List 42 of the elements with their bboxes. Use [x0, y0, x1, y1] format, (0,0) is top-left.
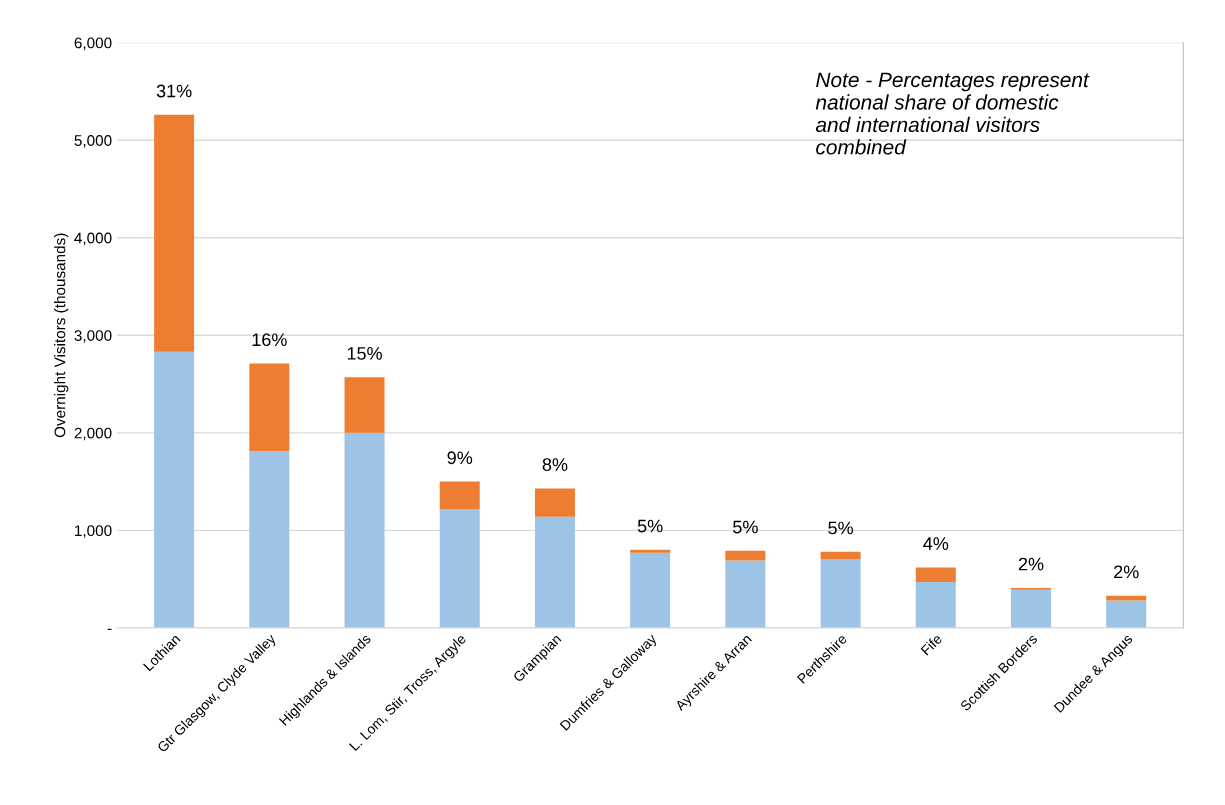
annotation: Note - Percentages represent national share of domestic and international visitors combined [815, 72, 1090, 155]
y-tick-label: 6,000 [74, 37, 112, 51]
bar [249, 451, 290, 628]
bar [725, 550, 766, 561]
bar [439, 481, 480, 509]
annotation: 5% [828, 521, 853, 535]
bar [154, 351, 195, 628]
y-tick-label: 5,000 [74, 135, 112, 148]
y-tick-label: - [107, 628, 112, 630]
y-axis-title: Overnight Visitors (thousands) [54, 233, 69, 438]
bar [249, 363, 290, 452]
bar [439, 508, 480, 628]
annotation: 8% [542, 458, 568, 471]
annotation: 16% [252, 333, 287, 347]
bar [915, 567, 956, 583]
annotation: 9% [447, 451, 473, 465]
bar [154, 114, 195, 352]
bar [630, 549, 671, 553]
y-tick-label: 4,000 [74, 232, 112, 246]
annotation: 5% [637, 519, 663, 533]
annotation: 2% [1114, 565, 1139, 579]
bar [725, 560, 766, 628]
annotation: 4% [923, 537, 949, 550]
bar [1106, 595, 1147, 601]
bar [1011, 589, 1052, 628]
bar [534, 516, 575, 628]
y-tick-label: 3,000 [74, 330, 112, 343]
bar [820, 559, 861, 628]
bar [1106, 600, 1147, 628]
y-tick-label: 1,000 [75, 525, 112, 538]
bar [630, 552, 671, 628]
bar [344, 377, 385, 433]
annotation: 5% [733, 520, 758, 534]
bar [915, 582, 956, 628]
annotation: 15% [347, 347, 382, 360]
bar [344, 432, 385, 628]
annotation: 31% [156, 84, 192, 98]
bar [534, 488, 575, 517]
x-tick-label: Fife [920, 633, 943, 656]
y-tick-label: 2,000 [74, 427, 112, 441]
bar [820, 551, 861, 560]
annotation: 2% [1018, 557, 1044, 571]
